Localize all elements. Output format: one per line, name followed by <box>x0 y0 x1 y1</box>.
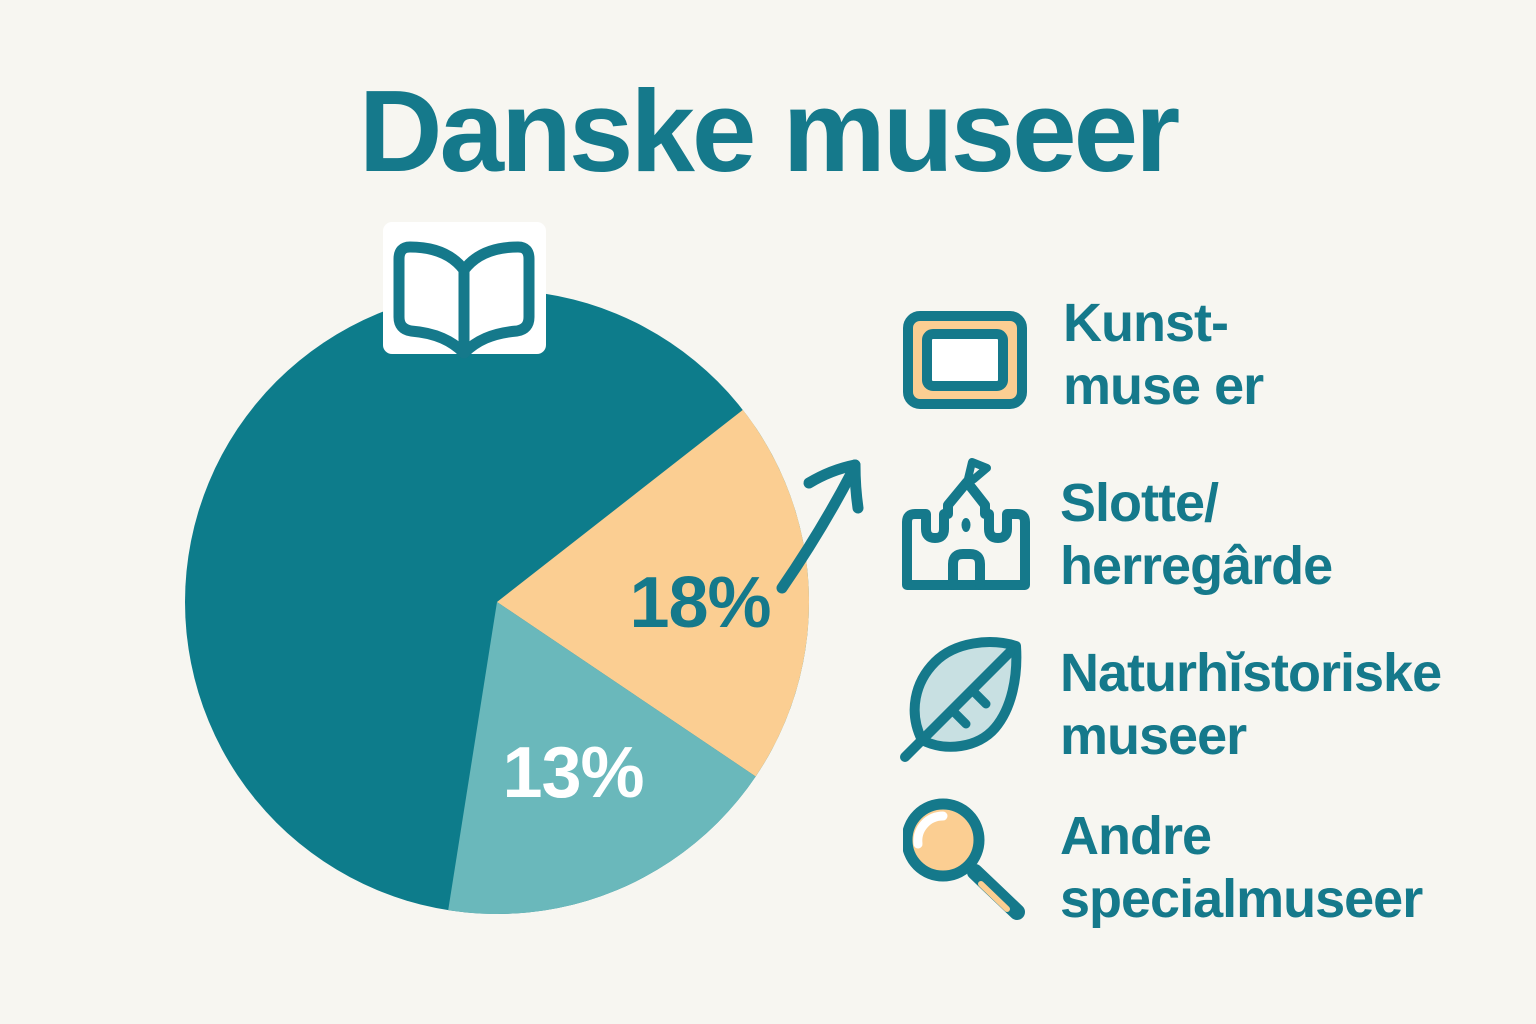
pie-slice-1 <box>497 409 810 777</box>
castle-icon <box>902 458 1030 590</box>
legend-item-label: Naturhĭstoriske museer <box>1060 643 1442 766</box>
book-icon <box>383 222 546 359</box>
legend-item-label: Andre specialmuseer <box>1060 806 1423 929</box>
magnifier-icon <box>903 798 1025 920</box>
picture-frame-icon <box>903 311 1027 409</box>
arrow-icon <box>776 459 864 594</box>
pie-slices <box>185 290 810 914</box>
slice-label-18: 18% <box>629 563 771 643</box>
pie-slice-2 <box>448 602 756 914</box>
slice-label-13: 13% <box>502 733 644 813</box>
leaf-icon <box>900 637 1022 762</box>
legend-item-label: Slotte/ herregârde <box>1060 473 1333 596</box>
chart-title: Danske museer <box>358 66 1181 196</box>
legend-item-label: Kunst- muse er <box>1063 293 1264 416</box>
